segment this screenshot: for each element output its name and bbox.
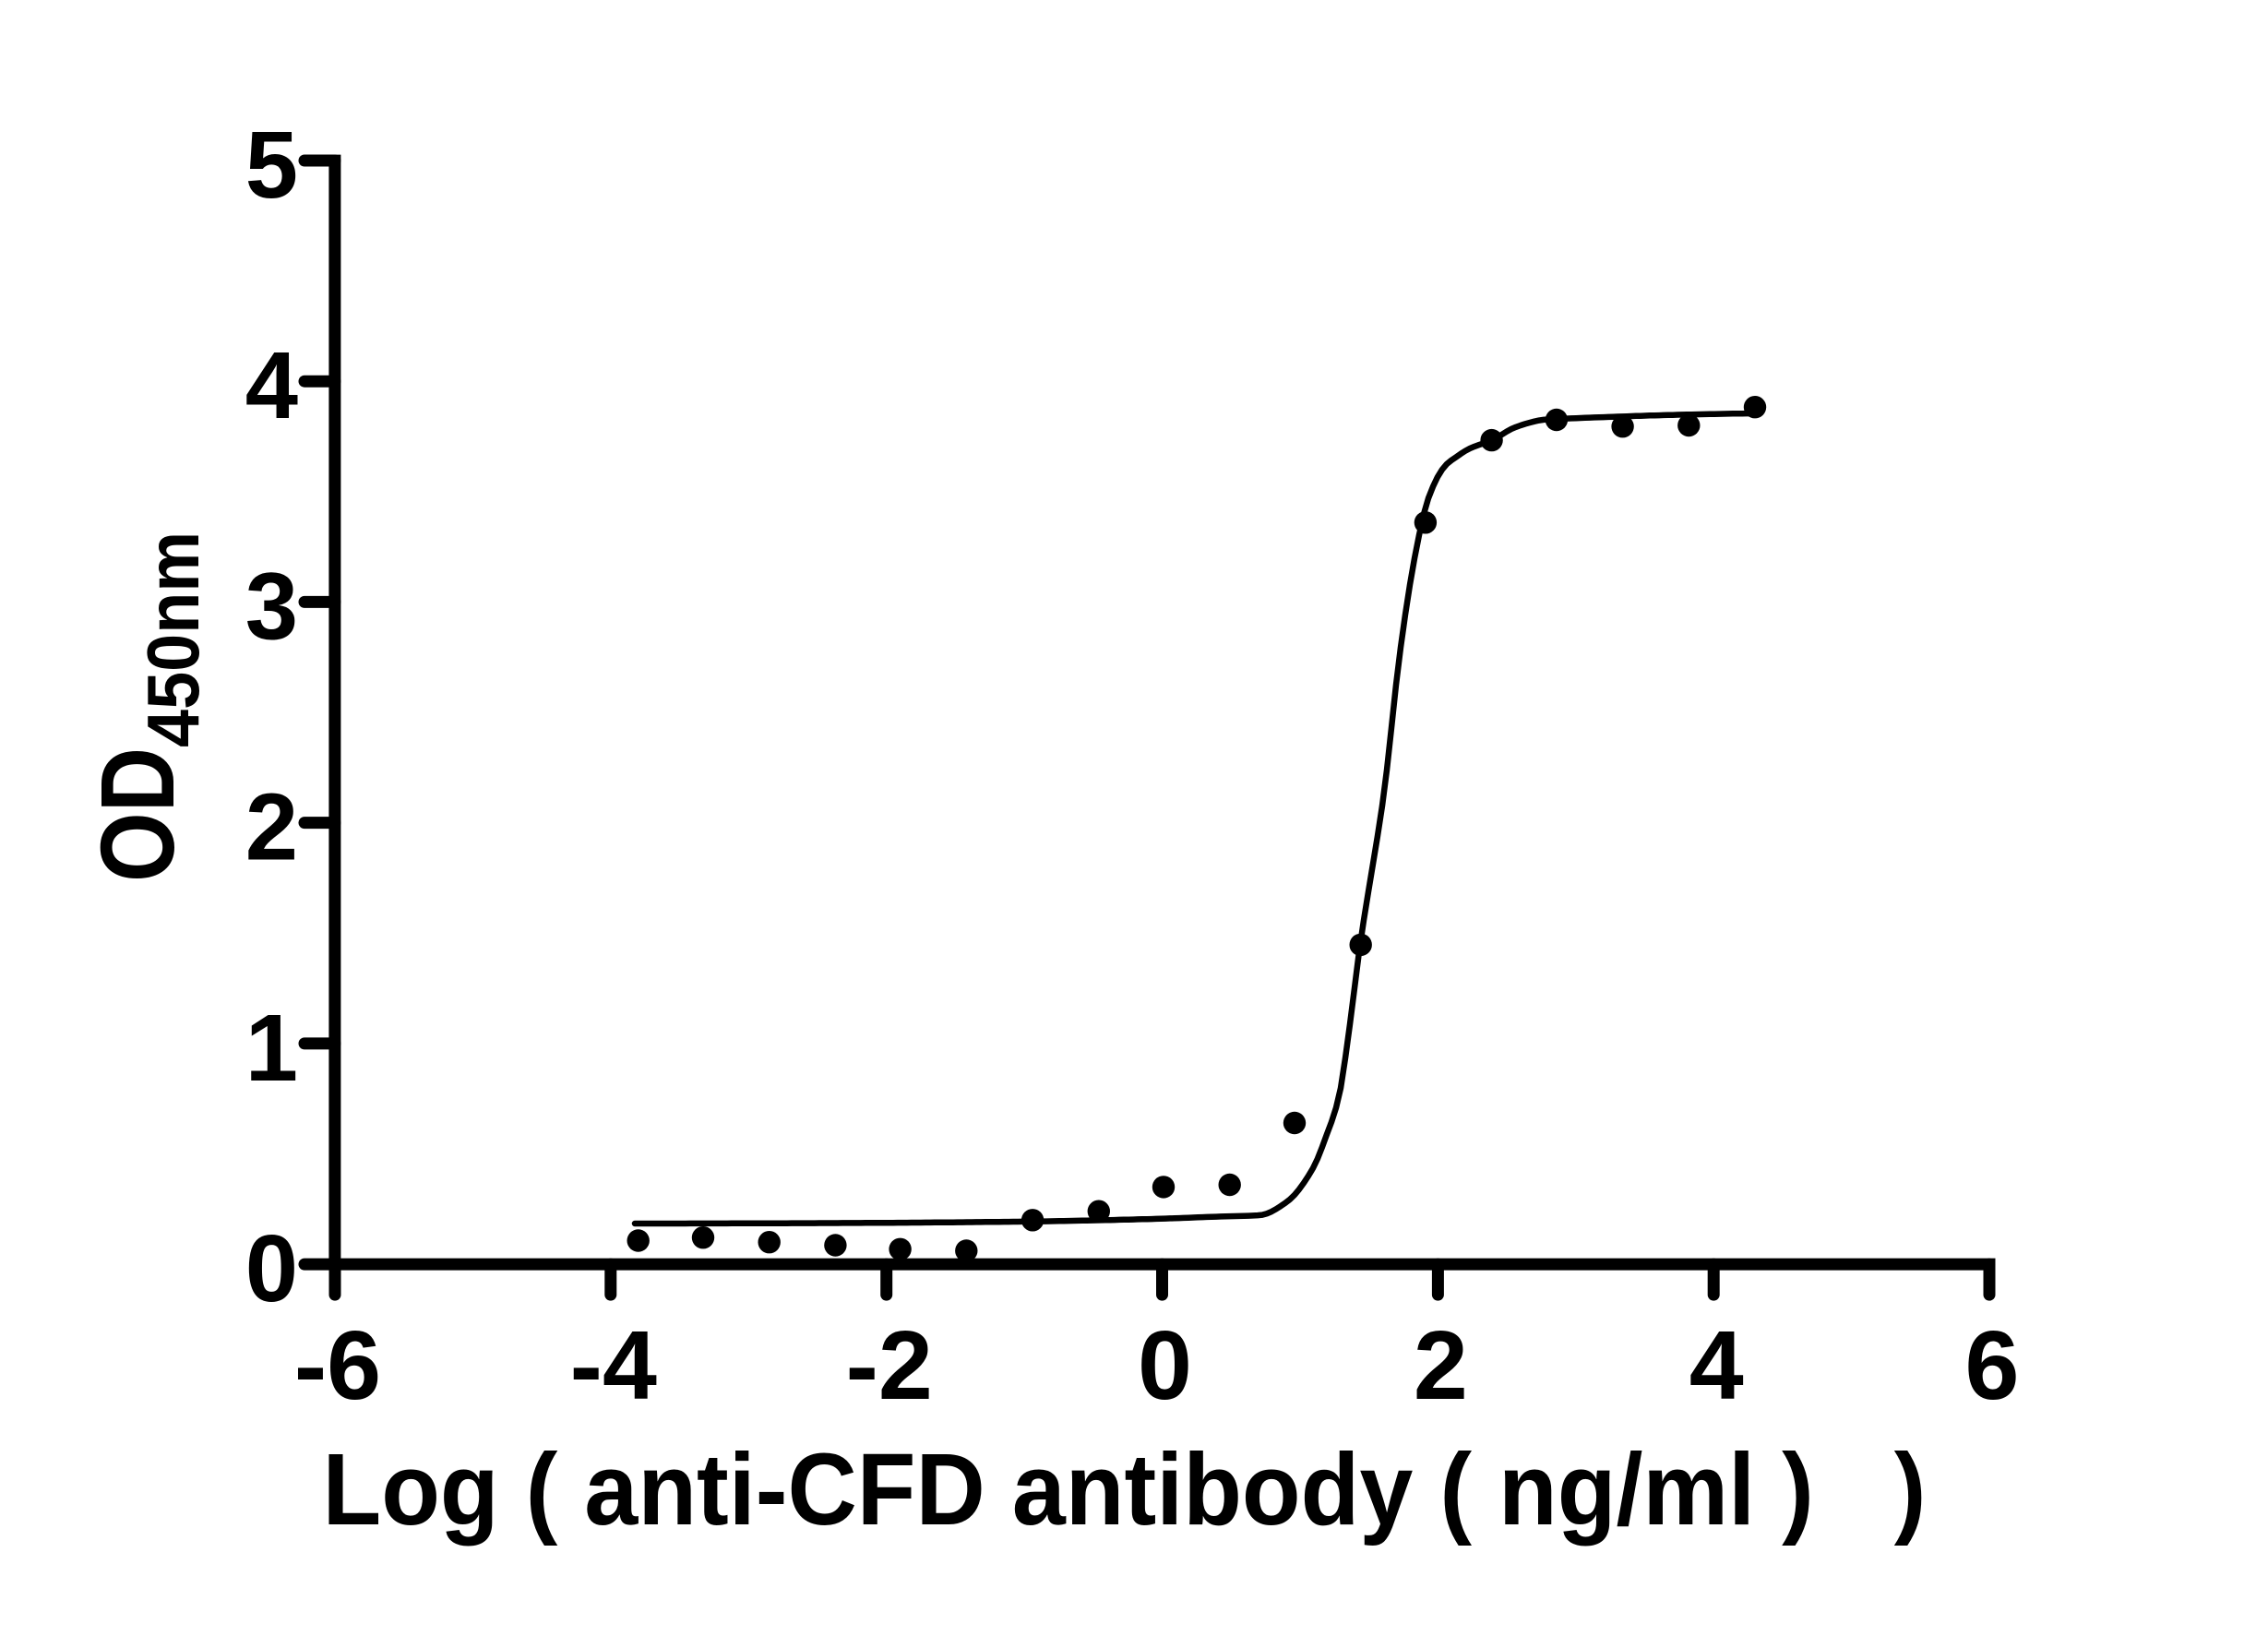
svg-text:0: 0: [245, 1215, 298, 1321]
svg-text:-4: -4: [570, 1311, 657, 1420]
svg-text:4: 4: [245, 332, 298, 438]
svg-text:-2: -2: [846, 1311, 933, 1420]
svg-text:2: 2: [1414, 1311, 1468, 1420]
svg-text:Log ( anti-CFD antibody ( ng/m: Log ( anti-CFD antibody ( ng/ml ) ): [323, 1433, 1927, 1546]
svg-text:2: 2: [245, 774, 298, 880]
svg-text:-6: -6: [294, 1311, 381, 1420]
svg-text:6: 6: [1965, 1311, 2020, 1420]
svg-text:5: 5: [245, 112, 298, 218]
svg-text:3: 3: [245, 553, 298, 659]
svg-text:OD450nm: OD450nm: [79, 531, 214, 882]
svg-text:4: 4: [1689, 1311, 1744, 1420]
svg-text:0: 0: [1138, 1311, 1192, 1420]
svg-text:1: 1: [245, 995, 298, 1101]
